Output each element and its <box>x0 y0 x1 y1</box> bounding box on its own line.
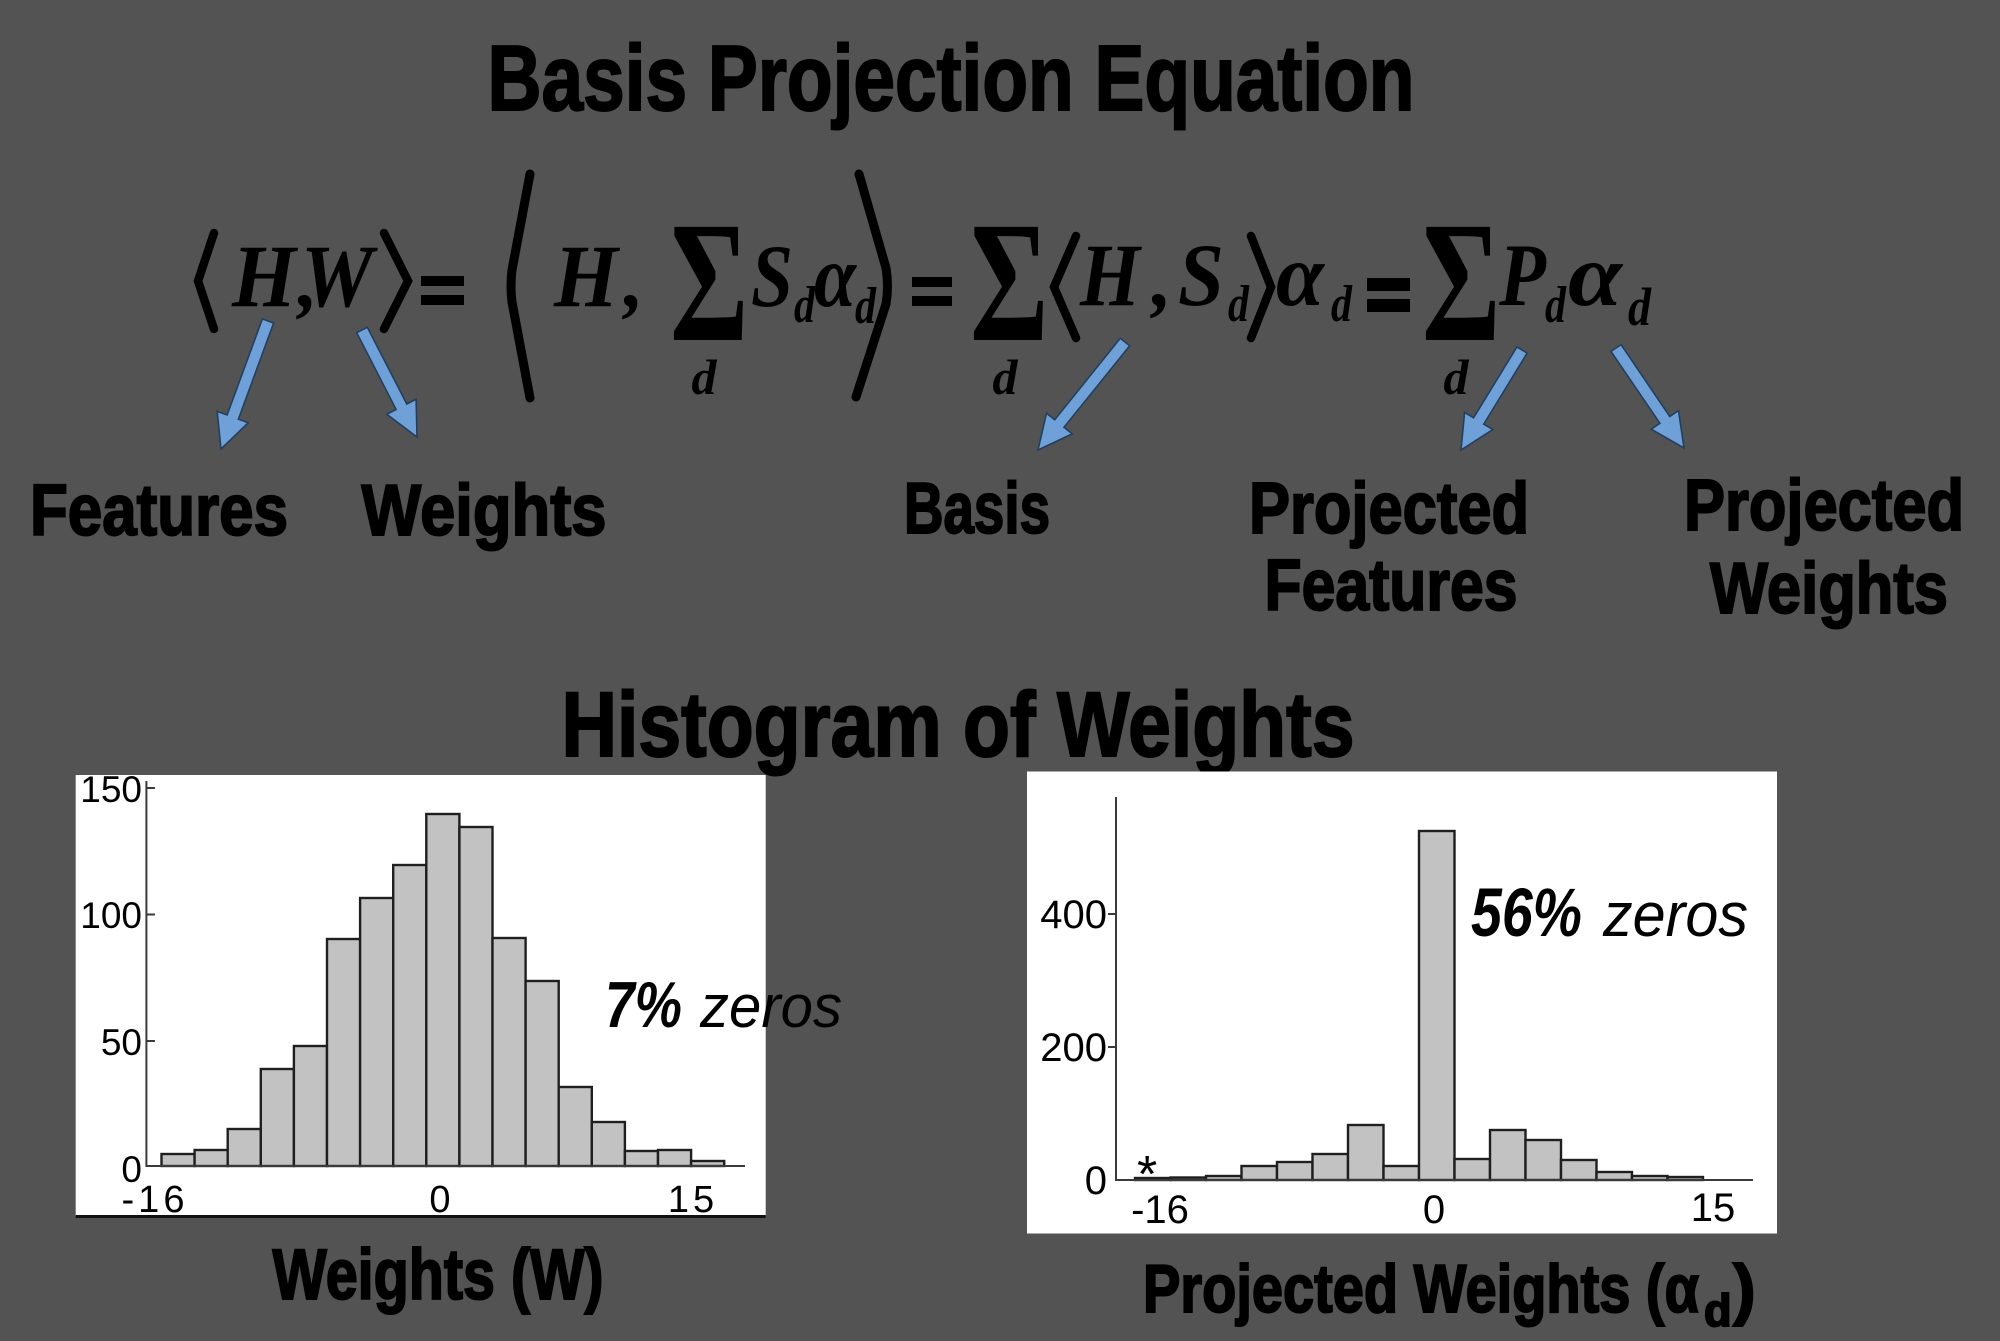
svg-text:15: 15 <box>1691 1186 1736 1230</box>
svg-text:Σ: Σ <box>1422 187 1500 379</box>
svg-text:0: 0 <box>429 1179 454 1221</box>
svg-text:Weights: Weights <box>1710 549 1948 629</box>
svg-text:α: α <box>814 228 857 326</box>
svg-text:d: d <box>1228 276 1250 333</box>
svg-text:d: d <box>1628 277 1652 337</box>
svg-text:Σ: Σ <box>670 187 748 379</box>
svg-text:d: d <box>1444 349 1470 405</box>
svg-text:0: 0 <box>1085 1159 1107 1203</box>
svg-text:50: 50 <box>101 1022 142 1063</box>
svg-text:7%: 7% <box>605 968 682 1041</box>
svg-text:d: d <box>1545 277 1567 334</box>
svg-text:): ) <box>1733 1251 1756 1327</box>
svg-text:Projected Weights (α: Projected Weights (α <box>1143 1251 1699 1327</box>
svg-text:Features: Features <box>1265 546 1518 626</box>
svg-text:-16: -16 <box>122 1179 189 1221</box>
svg-text:H: H <box>553 228 620 326</box>
svg-text:S: S <box>751 228 793 326</box>
svg-text:150: 150 <box>80 769 142 810</box>
svg-text:-16: -16 <box>1131 1188 1189 1232</box>
svg-text:Projected: Projected <box>1684 466 1964 546</box>
svg-text:d: d <box>855 278 877 335</box>
svg-text:H: H <box>1079 227 1142 325</box>
svg-text:15: 15 <box>668 1179 718 1221</box>
svg-text:Projected: Projected <box>1249 469 1529 549</box>
svg-text:,: , <box>622 237 644 325</box>
svg-text:zeros: zeros <box>1602 881 1748 950</box>
svg-text:P: P <box>1498 227 1546 325</box>
svg-text:α: α <box>1568 227 1624 325</box>
svg-text:Basis: Basis <box>904 469 1050 549</box>
svg-text:d: d <box>1331 276 1353 333</box>
svg-text:d: d <box>692 349 718 405</box>
svg-text:Weights: Weights <box>362 471 607 551</box>
svg-text:0: 0 <box>1423 1188 1445 1232</box>
svg-text:Basis Projection Equation: Basis Projection Equation <box>488 26 1415 130</box>
svg-text:S: S <box>1178 227 1224 325</box>
svg-text:100: 100 <box>80 895 142 936</box>
svg-text:Σ: Σ <box>970 187 1048 379</box>
svg-text:0: 0 <box>121 1149 142 1190</box>
svg-text:Histogram of Weights: Histogram of Weights <box>562 674 1355 776</box>
svg-text:H: H <box>231 228 298 326</box>
svg-text:d: d <box>794 277 816 334</box>
svg-text:α: α <box>1276 227 1326 325</box>
svg-text:56%: 56% <box>1471 874 1582 951</box>
svg-text:,: , <box>1150 236 1172 324</box>
svg-text:,: , <box>296 237 318 325</box>
svg-text:Features: Features <box>30 471 288 551</box>
svg-text:d: d <box>993 349 1019 405</box>
svg-text:W: W <box>301 228 378 326</box>
svg-text:200: 200 <box>1040 1026 1107 1070</box>
svg-text:400: 400 <box>1040 893 1107 937</box>
svg-text:zeros: zeros <box>699 973 842 1040</box>
svg-text:d: d <box>1704 1285 1732 1336</box>
svg-text:Weights (W): Weights (W) <box>273 1236 604 1315</box>
svg-text:*: * <box>1137 1146 1157 1204</box>
